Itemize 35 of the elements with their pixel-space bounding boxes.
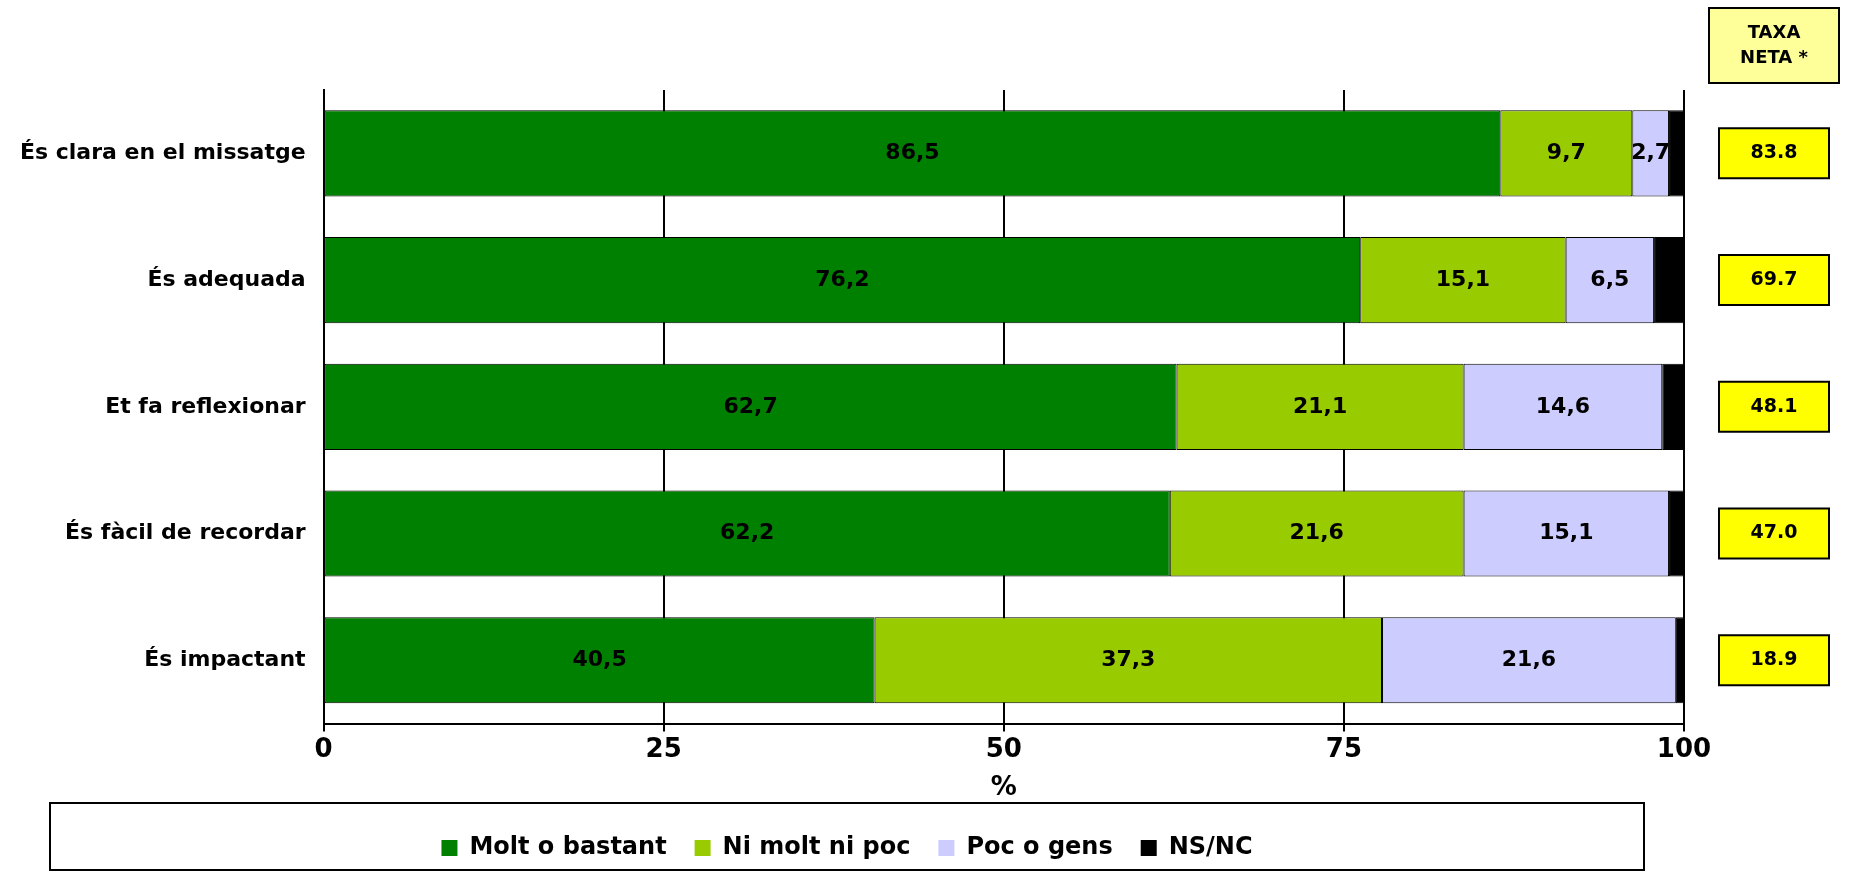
legend-label: Poc o gens bbox=[966, 832, 1113, 861]
text: 83.8 bbox=[1750, 140, 1798, 163]
y-tick-label: És adequada bbox=[147, 265, 306, 291]
y-tick-label: És clara en el missatge bbox=[19, 139, 306, 165]
text: TAXA NETA * bbox=[1740, 20, 1809, 67]
data-label: 15,1 bbox=[1435, 265, 1491, 291]
y-tick-label: És fàcil de recordar bbox=[65, 519, 306, 545]
text: 48.1 bbox=[1750, 393, 1798, 416]
x-tick-label: 50 bbox=[985, 732, 1022, 763]
data-label: 15,1 bbox=[1539, 519, 1594, 545]
data-label: 40,5 bbox=[572, 645, 627, 671]
data-label: 6,5 bbox=[1590, 265, 1630, 291]
legend-label: Ni molt ni poc bbox=[722, 832, 911, 861]
data-label: 21,6 bbox=[1501, 645, 1557, 671]
x-axis-title: % bbox=[990, 771, 1017, 802]
x-tick-label: 0 bbox=[314, 732, 333, 763]
data-label: 37,3 bbox=[1101, 645, 1156, 671]
x-tick-label: 25 bbox=[645, 732, 682, 763]
x-tick-label: 100 bbox=[1656, 732, 1712, 763]
x-tick-label: 75 bbox=[1325, 732, 1362, 763]
data-label: 86,5 bbox=[885, 139, 940, 165]
y-tick-label: És impactant bbox=[144, 645, 307, 671]
legend-label: Molt o bastant bbox=[469, 832, 667, 861]
data-label: 9,7 bbox=[1546, 139, 1586, 165]
text: 69.7 bbox=[1750, 267, 1798, 290]
data-label: 76,2 bbox=[815, 265, 870, 291]
data-label: 21,6 bbox=[1289, 519, 1344, 545]
data-label: 21,1 bbox=[1292, 392, 1348, 418]
text: 47.0 bbox=[1750, 520, 1798, 543]
y-tick-label: Et fa reflexionar bbox=[105, 392, 306, 418]
data-label: 14,6 bbox=[1535, 392, 1591, 418]
data-label: 62,7 bbox=[723, 392, 778, 418]
text: 18.9 bbox=[1750, 647, 1798, 670]
legend-label: NS/NC bbox=[1168, 832, 1253, 861]
data-label: 62,2 bbox=[720, 519, 775, 545]
